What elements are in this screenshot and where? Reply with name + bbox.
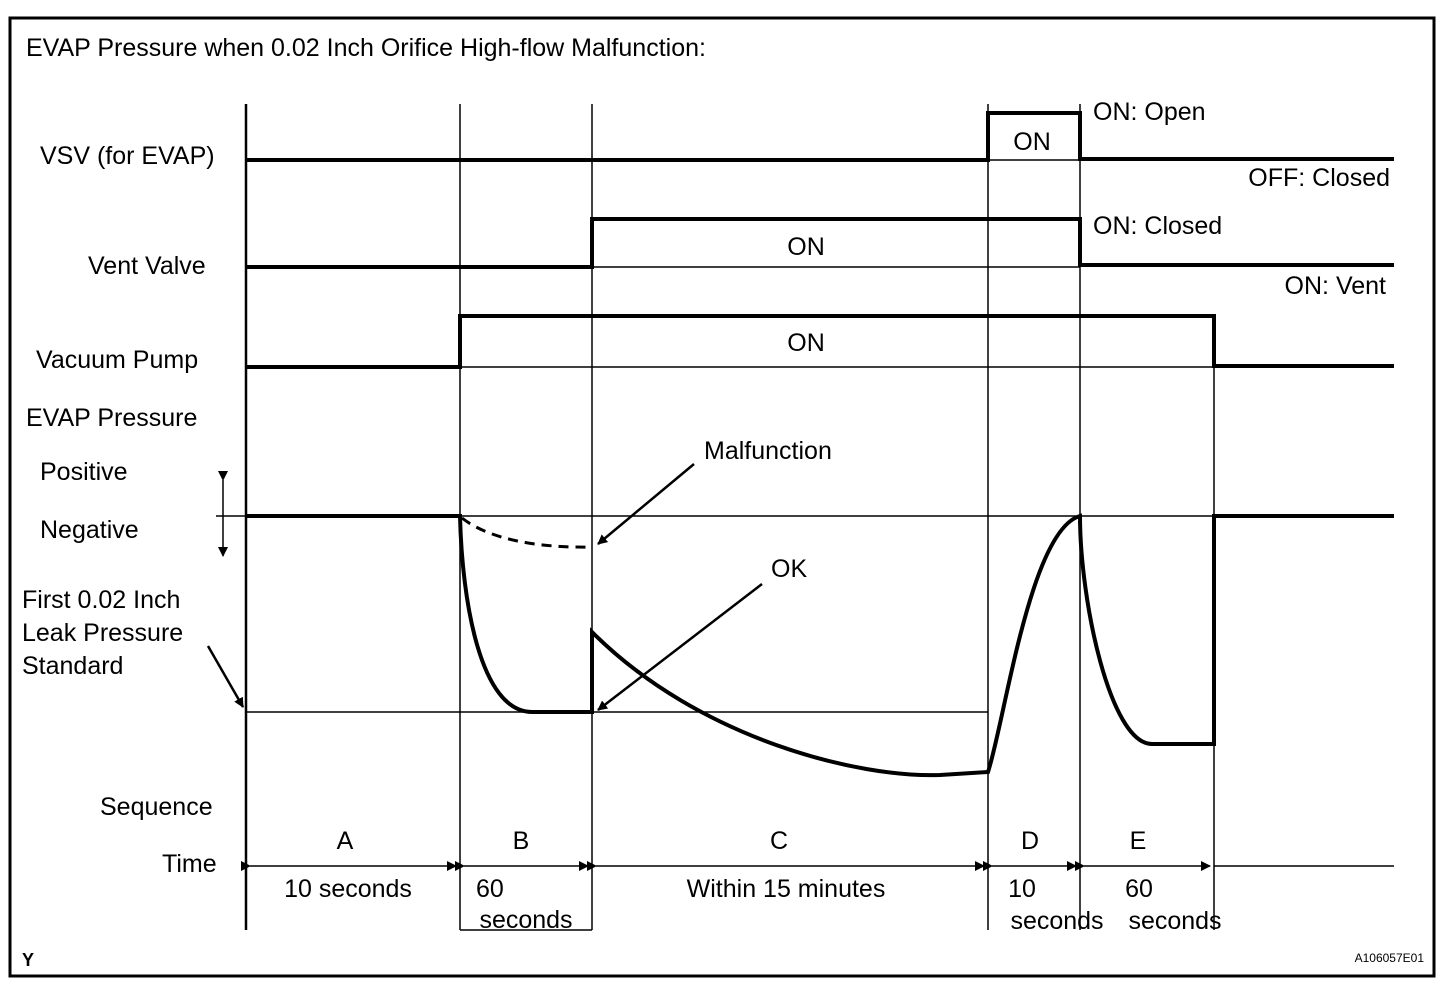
malfunction-pointer-arrow — [597, 463, 695, 545]
vsv-label: VSV (for EVAP) — [40, 142, 215, 170]
phase-time-b-2: seconds — [479, 906, 572, 934]
vsv-waveform — [246, 111, 1394, 162]
phase-letter-b: B — [513, 827, 530, 855]
sequence-label: Sequence — [100, 793, 213, 821]
standard-label-1: First 0.02 Inch — [22, 586, 180, 614]
vent-valve-on-text: ON — [787, 233, 825, 261]
phase-letter-a: A — [337, 827, 354, 855]
vacuum-pump-waveform — [246, 314, 1394, 369]
positive-label: Positive — [40, 458, 128, 486]
diagram-frame — [8, 16, 1436, 978]
vacuum-pump-on-text: ON — [787, 329, 825, 357]
footer-right-code: A106057E01 — [1355, 951, 1425, 965]
vsv-off-state: OFF: Closed — [1248, 164, 1390, 192]
standard-label-2: Leak Pressure — [22, 619, 183, 647]
vacuum-pump-label: Vacuum Pump — [36, 346, 198, 374]
vent-valve-label: Vent Valve — [88, 252, 206, 280]
phase-time-c: Within 15 minutes — [687, 875, 886, 903]
phase-letter-e: E — [1130, 827, 1147, 855]
ok-pointer-arrow — [597, 583, 763, 711]
phase-time-a: 10 seconds — [284, 875, 412, 903]
ok-label: OK — [771, 555, 807, 583]
vent-valve-waveform — [246, 217, 1394, 269]
sequence-section: Sequence Time A B C D E 10 seconds 60 se… — [100, 793, 1394, 935]
phase-time-e-2: seconds — [1128, 907, 1221, 935]
pressure-curve-main — [246, 513, 1394, 778]
pressure-curve-malfunction — [461, 516, 593, 549]
vsv-on-state: ON: Open — [1093, 98, 1206, 126]
vsv-signal: VSV (for EVAP) ON ON: Open OFF: Closed — [40, 98, 1394, 192]
footer-left-code: Y — [22, 950, 34, 970]
vent-valve-signal: Vent Valve ON ON: Closed ON: Vent — [88, 212, 1394, 300]
negative-label: Negative — [40, 516, 139, 544]
vsv-on-text: ON — [1013, 128, 1051, 156]
malfunction-label: Malfunction — [704, 437, 832, 465]
phase-letter-d: D — [1021, 827, 1039, 855]
vent-valve-on-state: ON: Closed — [1093, 212, 1222, 240]
phase-letter-c: C — [770, 827, 788, 855]
evap-pressure-label: EVAP Pressure — [26, 404, 197, 432]
vacuum-pump-signal: Vacuum Pump ON — [36, 314, 1394, 374]
standard-label-3: Standard — [22, 652, 123, 680]
evap-pressure-section: EVAP Pressure Positive Negative First 0.… — [22, 404, 1394, 778]
vent-valve-off-state: ON: Vent — [1285, 272, 1386, 300]
phase-time-d-2: seconds — [1010, 907, 1103, 935]
phase-time-e-1: 60 — [1125, 875, 1153, 903]
phase-time-b-1: 60 — [476, 875, 504, 903]
time-label: Time — [162, 850, 217, 878]
phase-time-d-1: 10 — [1008, 875, 1036, 903]
standard-pointer-arrow — [206, 645, 245, 708]
diagram-title: EVAP Pressure when 0.02 Inch Orifice Hig… — [26, 34, 706, 62]
